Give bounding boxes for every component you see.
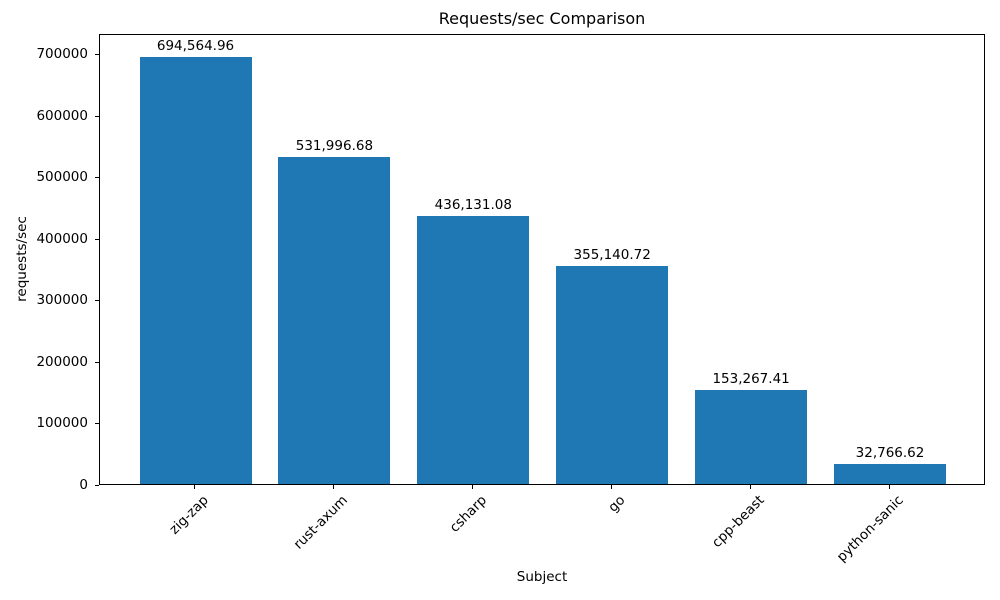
x-tick-mark <box>610 485 612 489</box>
y-tick-mark <box>95 177 99 179</box>
bar-value-label: 153,267.41 <box>712 370 790 387</box>
y-tick-label: 300000 <box>36 292 88 309</box>
bar-value-label: 355,140.72 <box>573 246 651 263</box>
bar-python-sanic <box>834 463 946 484</box>
plot-area: 694,564.96 531,996.68 436,131.08 355,140.72… <box>99 34 985 485</box>
bar-value-label: 531,996.68 <box>295 138 374 155</box>
bar-go <box>556 265 669 484</box>
bar-value-label: 694,564.96 <box>156 38 235 55</box>
y-tick-mark <box>95 361 99 363</box>
y-axis-label: requests/sec <box>14 216 30 302</box>
x-tick-mark <box>749 485 751 489</box>
bar-csharp <box>417 216 530 484</box>
x-tick-label: python-sanic <box>833 492 907 566</box>
bar-value-label: 32,766.62 <box>855 444 925 461</box>
x-axis-label: Subject <box>516 569 568 585</box>
x-tick-label: rust-axum <box>290 492 351 553</box>
y-tick-label: 0 <box>79 476 88 493</box>
y-tick-label: 400000 <box>36 230 88 247</box>
chart-title: Requests/sec Comparison <box>438 9 646 28</box>
x-tick-label: zig-zap <box>166 492 213 538</box>
bar-cpp-beast <box>695 389 808 484</box>
y-tick-mark <box>95 300 99 302</box>
y-tick-label: 500000 <box>36 169 88 186</box>
x-tick-mark <box>332 485 334 489</box>
x-tick-label: cpp-beast <box>709 492 768 551</box>
x-tick-mark <box>471 485 473 489</box>
x-tick-label: go <box>605 492 629 516</box>
x-tick-label: csharp <box>446 492 490 536</box>
y-tick-mark <box>95 115 99 117</box>
y-tick-label: 600000 <box>36 107 88 124</box>
y-tick-mark <box>95 54 99 56</box>
x-tick-mark <box>194 485 195 489</box>
bar-rust-axum <box>278 157 391 484</box>
bar-zig-zap <box>139 57 252 484</box>
y-tick-mark <box>95 484 99 486</box>
x-tick-mark <box>888 485 890 489</box>
y-tick-label: 100000 <box>36 415 88 432</box>
y-tick-mark <box>95 238 99 240</box>
y-tick-mark <box>95 423 99 425</box>
y-tick-label: 200000 <box>36 353 88 370</box>
bar-value-label: 436,131.08 <box>434 197 512 214</box>
y-tick-label: 700000 <box>36 46 88 63</box>
